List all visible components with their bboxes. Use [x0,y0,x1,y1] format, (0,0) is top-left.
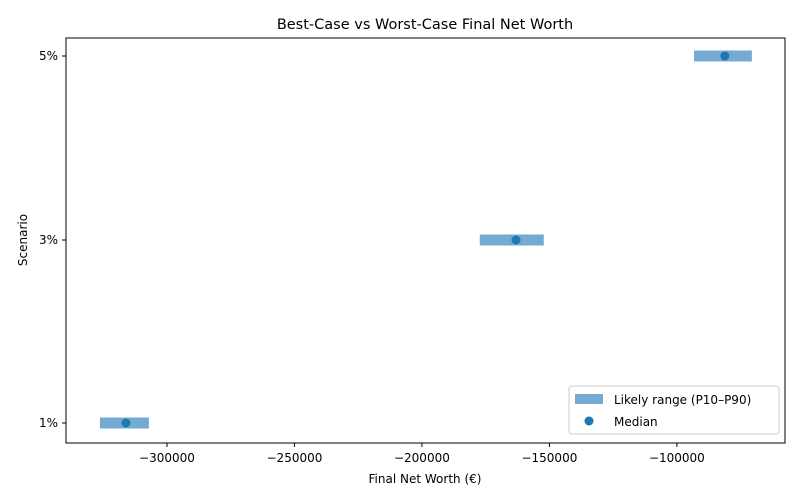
plot-area [99,50,752,429]
legend-range-label: Likely range (P10–P90) [614,393,751,407]
x-tick-label: −300000 [139,451,195,465]
x-tick-label: −150000 [521,451,577,465]
x-tick-label: −250000 [267,451,323,465]
x-tick-label: −100000 [649,451,705,465]
median-point [121,418,131,428]
y-axis-ticks: 1% 3% 5% [39,49,66,430]
x-axis-label: Final Net Worth (€) [369,472,482,486]
range-swatch-icon [575,394,603,404]
median-point [720,51,730,61]
legend: Likely range (P10–P90) Median [568,385,780,435]
median-point [511,235,521,245]
y-tick-label: 1% [39,416,58,430]
legend-box [568,385,780,435]
median-marker-icon [584,416,594,426]
y-tick-label: 5% [39,49,58,63]
x-axis-ticks: −300000 −250000 −200000 −150000 −100000 [139,443,705,465]
legend-median-label: Median [614,415,658,429]
y-axis-label: Scenario [16,214,30,266]
chart-title: Best-Case vs Worst-Case Final Net Worth [277,17,573,33]
x-tick-label: −200000 [394,451,450,465]
axes-frame [65,37,786,444]
y-tick-label: 3% [39,233,58,247]
